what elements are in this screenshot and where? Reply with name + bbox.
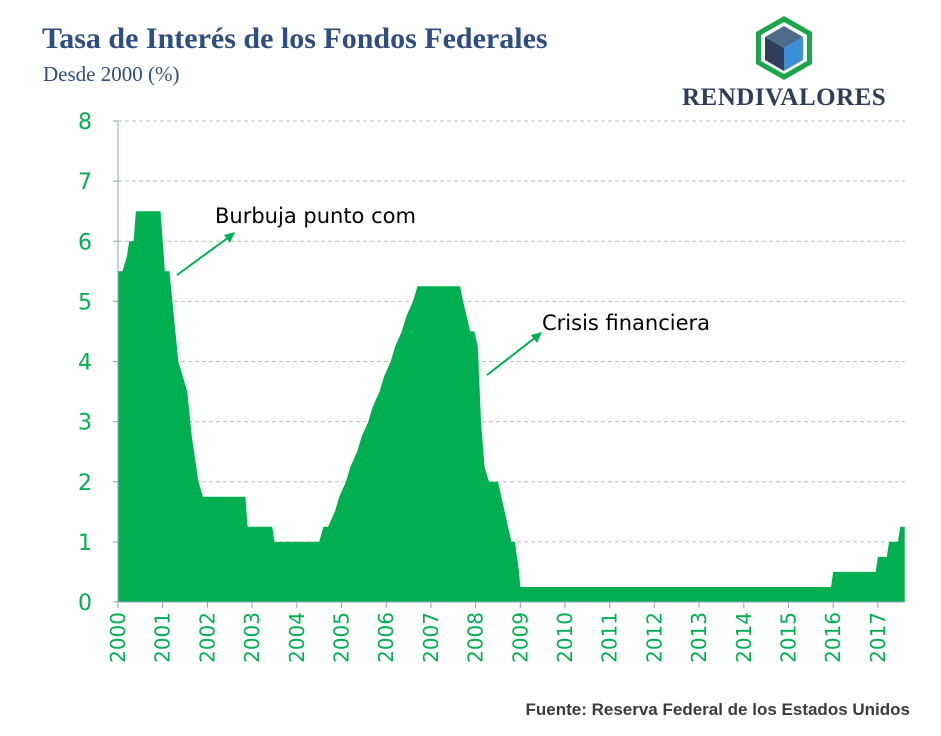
y-tick-label: 8 xyxy=(78,110,92,135)
x-tick-label: 2016 xyxy=(821,612,845,663)
y-tick-label: 4 xyxy=(78,351,92,376)
x-tick-label: 2001 xyxy=(151,612,175,663)
x-tick-label: 2017 xyxy=(866,612,890,663)
x-tick-label: 2012 xyxy=(642,612,666,663)
x-tick-label: 2002 xyxy=(195,612,219,663)
y-tick-label: 2 xyxy=(78,471,92,496)
logo-text: RENDIVALORES xyxy=(682,84,887,111)
x-tick-label: 2003 xyxy=(240,612,264,663)
rate-area xyxy=(118,211,905,602)
x-tick-label: 2011 xyxy=(598,612,622,663)
x-tick-label: 2009 xyxy=(508,612,532,663)
y-tick-label: 7 xyxy=(78,170,92,195)
x-tick-label: 2013 xyxy=(687,612,711,663)
annotation-burbuja-arrow xyxy=(176,236,230,276)
annotation-burbuja-arrowhead xyxy=(224,232,235,243)
x-tick-label: 2005 xyxy=(330,612,354,663)
x-tick-label: 2015 xyxy=(777,612,801,663)
area-chart: 0 1 2 3 4 5 6 7 8 2000 2001 2002 2003 2004 2005 2006 20… xyxy=(78,110,905,663)
x-tick-label: 2000 xyxy=(106,612,130,663)
x-tick-label: 2010 xyxy=(553,612,577,663)
annotation-crisis: Crisis financiera xyxy=(542,311,710,335)
source-note: Fuente: Reserva Federal de los Estados U… xyxy=(525,700,910,719)
y-tick-label: 6 xyxy=(78,230,92,255)
y-tick-label: 1 xyxy=(78,531,92,556)
x-tick-label: 2007 xyxy=(419,612,443,663)
chart-title: Tasa de Interés de los Fondos Federales xyxy=(42,22,548,55)
chart-subtitle: Desde 2000 (%) xyxy=(43,62,180,86)
annotation-crisis-arrowhead xyxy=(531,332,542,343)
annotation-burbuja: Burbuja punto com xyxy=(215,204,416,228)
x-tick-label: 2008 xyxy=(464,612,488,663)
y-tick-label: 3 xyxy=(78,411,92,436)
cube-hexagon-icon xyxy=(756,16,812,80)
annotation-crisis-arrow xyxy=(486,336,537,376)
y-tick-label: 0 xyxy=(78,591,92,616)
y-tick-label: 5 xyxy=(78,290,92,315)
x-tick-label: 2004 xyxy=(285,612,309,663)
x-tick-label: 2014 xyxy=(732,612,756,663)
x-tick-label: 2006 xyxy=(374,612,398,663)
